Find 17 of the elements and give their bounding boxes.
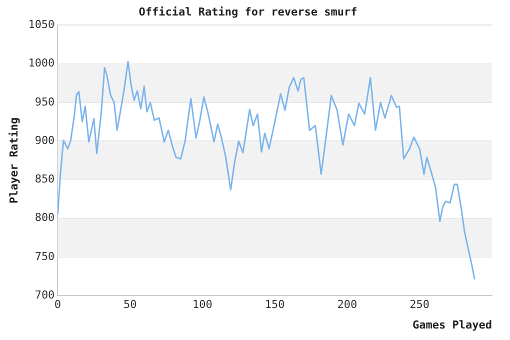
x-tick-label: 100 [192,298,212,312]
x-tick-label: 50 [123,298,137,312]
y-tick-label: 750 [34,250,55,263]
y-tick-label: 950 [34,95,55,108]
x-tick-label: 200 [337,298,358,312]
chart-title: Official Rating for reverse smurf [138,5,358,18]
x-tick-label: 0 [54,298,62,312]
y-tick-label: 900 [34,134,55,147]
y-tick-label: 700 [34,288,55,302]
x-axis-title: Games Played [412,318,492,332]
y-tick-label: 1050 [28,18,55,32]
y-tick-label: 850 [34,172,55,186]
y-tick-label: 1000 [28,56,55,70]
y-axis-title: Player Rating [7,117,20,204]
x-tick-label: 150 [264,298,285,312]
y-tick-label: 800 [34,211,55,224]
x-tick-label: 250 [410,298,430,312]
